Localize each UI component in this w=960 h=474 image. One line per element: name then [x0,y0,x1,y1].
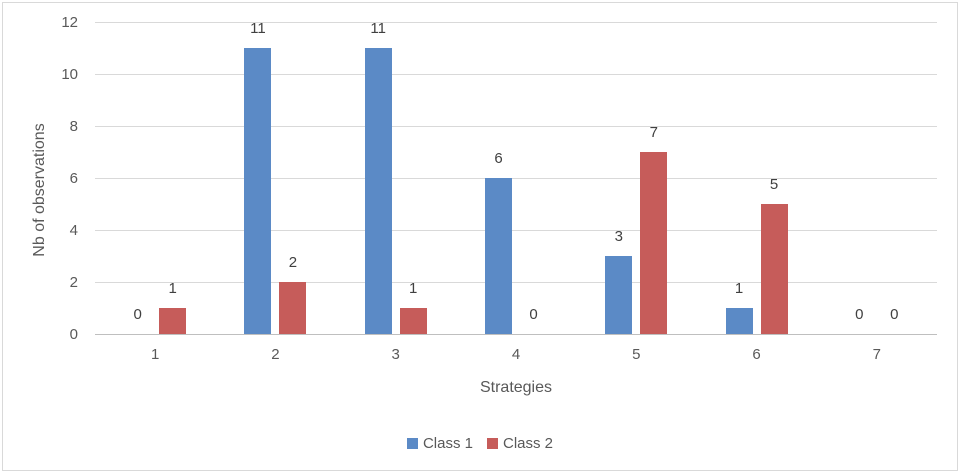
x-axis-title: Strategies [479,379,553,396]
data-label-class-2-strategy-1: 1 [168,280,177,297]
class-2-swatch-icon [487,437,498,449]
data-label-class-2-strategy-5: 7 [649,124,658,141]
data-label-class-1-strategy-4: 6 [494,150,503,167]
data-label-class-1-strategy-3: 11 [370,20,386,37]
bar-class-2-strategy-6[interactable] [760,204,788,334]
data-label-class-1-strategy-2: 11 [250,20,266,37]
y-tick-label-0: 0 [69,326,78,343]
data-label-class-1-strategy-5: 3 [614,228,623,245]
legend-label-class-2: Class 2 [503,434,554,452]
y-tick-label-2: 2 [69,274,78,291]
bar-class-1-strategy-2[interactable] [244,48,272,334]
gridline-y-8 [95,126,937,127]
plot-area: 0 11 11 6 3 1 0 1 2 1 0 7 5 0 [95,20,937,335]
gridline-y-4 [95,230,937,231]
x-tick-label-3: 3 [391,346,400,363]
y-tick-label-8: 8 [69,118,78,135]
y-tick-label-4: 4 [69,222,78,239]
data-label-class-1-strategy-7: 0 [855,306,864,323]
gridline-y-2 [95,282,937,283]
gridline-y-12 [95,22,937,23]
data-label-class-1-strategy-1: 0 [133,306,142,323]
bar-class-1-strategy-6[interactable] [725,308,753,334]
data-label-class-2-strategy-6: 5 [769,176,779,193]
bar-class-1-strategy-5[interactable] [605,256,633,334]
y-tick-label-10: 10 [61,66,78,83]
legend: Class 1 Class 2 [0,434,960,452]
gridline-y-10 [95,74,937,75]
bar-class-2-strategy-3[interactable] [399,308,427,334]
data-label-class-2-strategy-7: 0 [890,306,899,323]
x-tick-label-2: 2 [271,346,280,363]
legend-item-class-1[interactable]: Class 1 [406,434,473,452]
legend-item-class-2[interactable]: Class 2 [487,435,553,452]
y-tick-label-12: 12 [61,14,78,31]
class-1-swatch-icon [406,437,418,449]
data-label-class-1-strategy-6: 1 [734,280,744,297]
x-tick-label-1: 1 [150,346,160,363]
bar-class-2-strategy-1[interactable] [159,308,187,334]
bar-class-2-strategy-2[interactable] [279,282,307,334]
bar-class-1-strategy-4[interactable] [485,178,512,334]
data-label-class-2-strategy-2: 2 [288,254,298,271]
data-label-class-2-strategy-3: 1 [409,280,418,297]
x-tick-label-6: 6 [752,346,761,363]
x-tick-label-4: 4 [511,346,521,363]
x-tick-label-5: 5 [632,346,641,363]
gridline-y-6 [95,178,937,179]
x-tick-label-7: 7 [872,346,882,363]
legend-label-class-1: Class 1 [422,434,473,452]
bar-class-2-strategy-5[interactable] [640,152,668,334]
bar-class-1-strategy-3[interactable] [364,48,392,334]
y-tick-label-6: 6 [69,170,78,187]
data-label-class-2-strategy-4: 0 [529,306,538,323]
